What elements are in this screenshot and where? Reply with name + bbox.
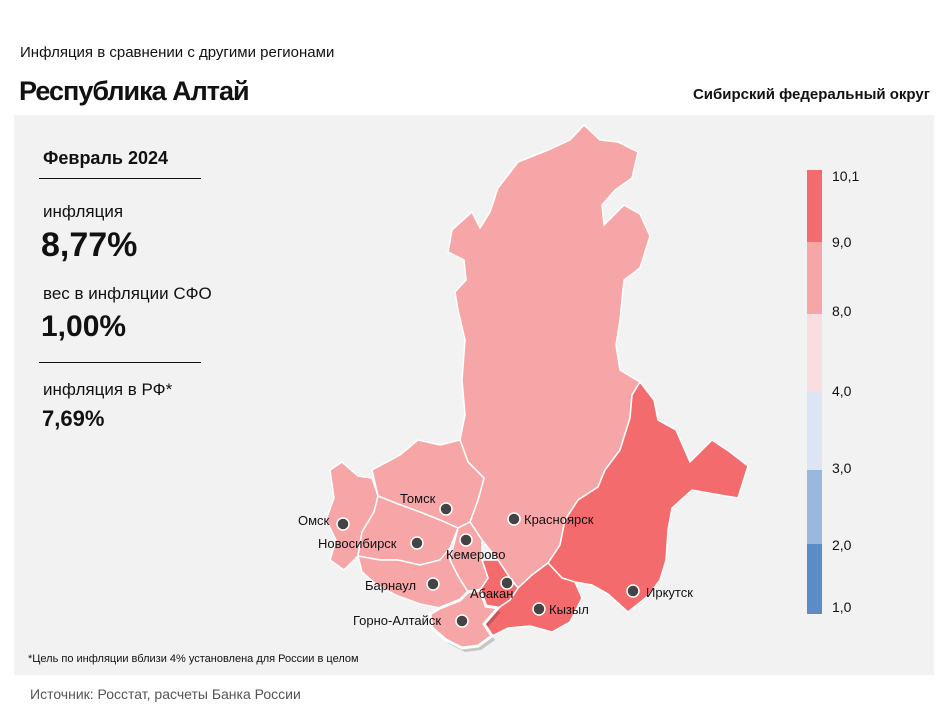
region-altai-krai[interactable] (356, 545, 469, 609)
city-marker[interactable] (500, 576, 514, 590)
city-label: Горно-Алтайск (353, 613, 441, 628)
legend-tick: 2,0 (832, 537, 852, 553)
city-marker[interactable] (426, 577, 440, 591)
legend-swatch (807, 242, 822, 314)
divider (39, 362, 201, 363)
weight-label: вес в инфляции СФО (43, 284, 212, 303)
legend-swatch (807, 170, 822, 242)
city-marker[interactable] (507, 512, 521, 526)
rf-inflation-value: 7,69% (42, 406, 105, 431)
legend-tick: 4,0 (832, 383, 852, 399)
weight-value: 1,00% (41, 310, 127, 343)
inflation-value: 8,77% (41, 226, 138, 264)
city-marker[interactable] (455, 614, 469, 628)
rf-inflation-label: инфляция в РФ* (43, 380, 173, 399)
city-label: Новосибирск (318, 536, 397, 551)
city-marker[interactable] (532, 602, 546, 616)
legend-swatch (807, 314, 822, 392)
city-marker[interactable] (459, 533, 473, 547)
legend-swatch (807, 544, 822, 614)
page-title: Республика Алтай (19, 76, 250, 106)
city-label: Томск (400, 491, 436, 506)
legend-tick: 10,1 (832, 168, 860, 184)
city-label: Омск (298, 513, 330, 528)
legend-tick: 9,0 (832, 234, 852, 250)
city-label: Барнаул (365, 578, 416, 593)
city-marker[interactable] (336, 517, 350, 531)
city-label: Иркутск (646, 585, 693, 600)
city-marker[interactable] (410, 536, 424, 550)
footnote: *Цель по инфляции вблизи 4% установлена … (28, 653, 359, 665)
city-label: Красноярск (524, 512, 594, 527)
city-marker[interactable] (439, 502, 453, 516)
city-marker[interactable] (626, 584, 640, 598)
city-label: Абакан (470, 586, 513, 601)
legend-tick: 1,0 (832, 599, 852, 615)
period-label: Февраль 2024 (43, 148, 168, 168)
subtitle: Инфляция в сравнении с другими регионами (20, 44, 335, 61)
city-label: Кемерово (446, 547, 505, 562)
district-name: Сибирский федеральный округ (692, 86, 930, 103)
legend-tick: 3,0 (832, 460, 852, 476)
legend-swatch (807, 470, 822, 544)
divider (39, 178, 201, 179)
region-irkutsk[interactable] (547, 380, 749, 613)
city-label: Кызыл (549, 602, 589, 617)
inflation-label: инфляция (43, 202, 124, 221)
source-note: Источник: Росстат, расчеты Банка России (30, 686, 301, 702)
legend-tick: 8,0 (832, 303, 852, 319)
legend-swatch (807, 392, 822, 470)
